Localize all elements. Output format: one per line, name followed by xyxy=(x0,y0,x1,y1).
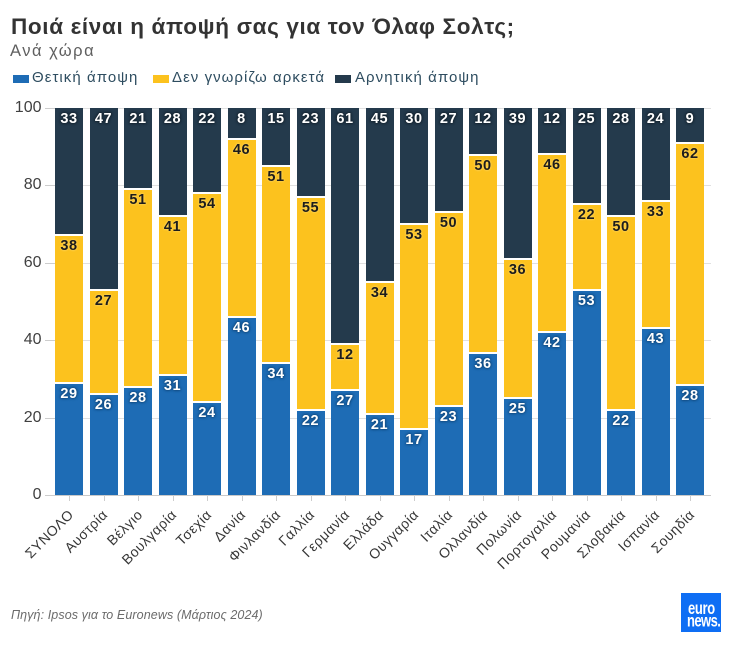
svg-text:euro: euro xyxy=(688,600,715,619)
svg-text:news.: news. xyxy=(687,612,721,631)
